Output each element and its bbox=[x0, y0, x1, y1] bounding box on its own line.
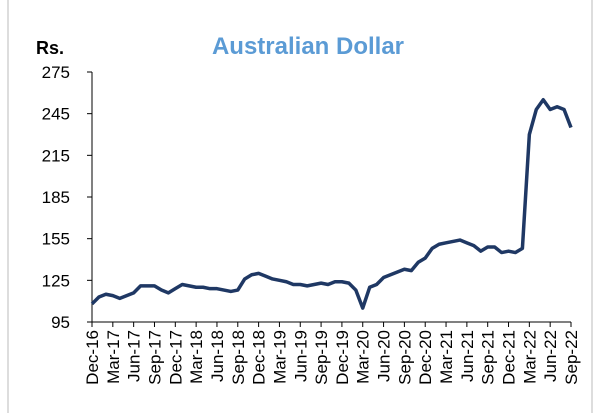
y-tick-label: 215 bbox=[42, 146, 70, 165]
x-tick-label: Jun-22 bbox=[541, 330, 560, 382]
x-tick-label: Mar-19 bbox=[270, 330, 289, 384]
chart-title: Australian Dollar bbox=[212, 33, 404, 60]
y-tick-label: 185 bbox=[42, 188, 70, 207]
x-tick-label: Sep-20 bbox=[395, 330, 414, 385]
x-tick-label: Sep-19 bbox=[312, 330, 331, 385]
x-tick-label: Sep-22 bbox=[562, 330, 581, 385]
x-tick-label: Jun-18 bbox=[208, 330, 227, 382]
x-tick-label: Mar-18 bbox=[187, 330, 206, 384]
x-tick-label: Mar-17 bbox=[104, 330, 123, 384]
x-tick-label: Mar-21 bbox=[437, 330, 456, 384]
x-tick-label: Mar-22 bbox=[520, 330, 539, 384]
x-tick-label: Jun-19 bbox=[291, 330, 310, 382]
y-tick-label: 245 bbox=[42, 105, 70, 124]
x-tick-label: Sep-21 bbox=[479, 330, 498, 385]
line-series bbox=[90, 98, 573, 310]
x-tick-label: Jun-17 bbox=[125, 330, 144, 382]
x-tick-label: Jun-20 bbox=[375, 330, 394, 382]
x-tick-label: Dec-20 bbox=[416, 330, 435, 385]
x-tick-label: Dec-17 bbox=[166, 330, 185, 385]
y-tick-label: 155 bbox=[42, 230, 70, 249]
x-tick-label: Dec-18 bbox=[250, 330, 269, 385]
x-tick-label: Dec-21 bbox=[500, 330, 519, 385]
y-tick-label: 95 bbox=[51, 313, 70, 332]
y-axis-label: Rs. bbox=[36, 38, 64, 58]
x-tick-label: Mar-20 bbox=[354, 330, 373, 384]
x-tick-label: Sep-18 bbox=[229, 330, 248, 385]
y-tick-label: 125 bbox=[42, 271, 70, 290]
x-tick-label: Dec-16 bbox=[83, 330, 102, 385]
x-tick-label: Dec-19 bbox=[333, 330, 352, 385]
x-tick-label: Sep-17 bbox=[145, 330, 164, 385]
x-tick-label: Jun-21 bbox=[458, 330, 477, 382]
y-tick-label: 275 bbox=[42, 63, 70, 82]
